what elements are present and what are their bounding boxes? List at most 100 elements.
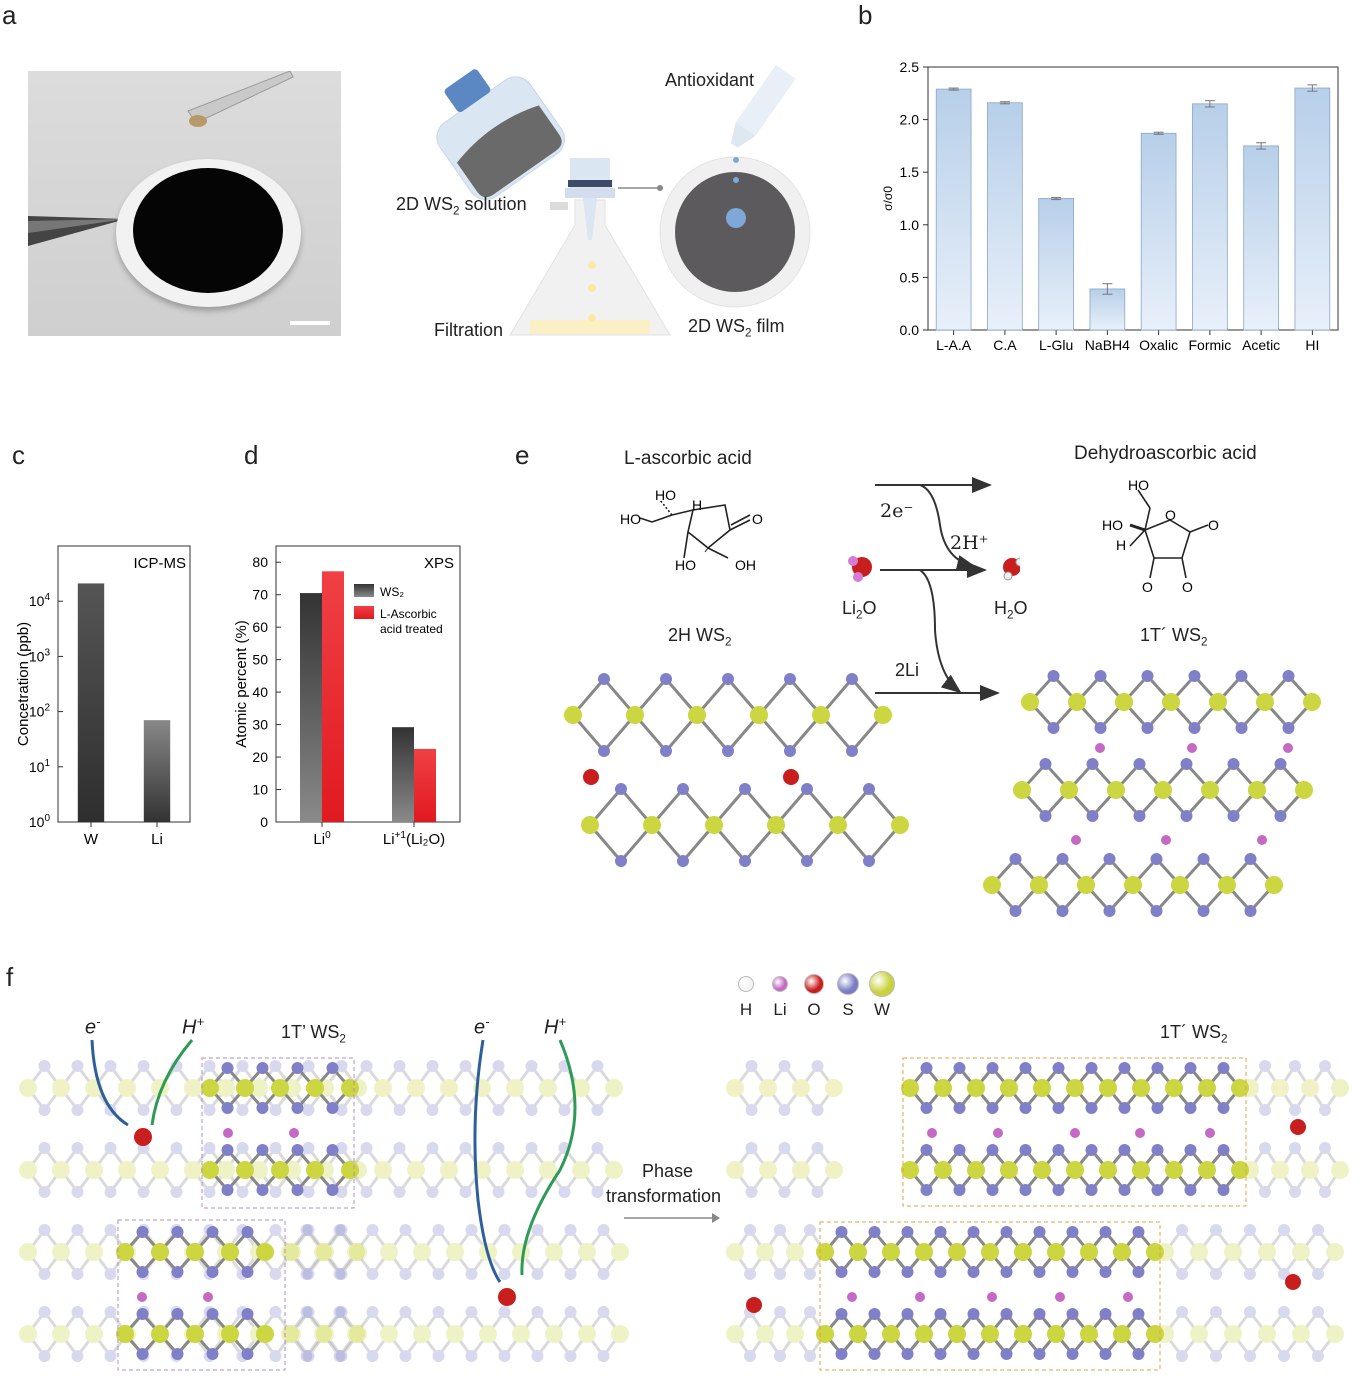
- s-atom: [901, 1266, 914, 1278]
- w-atom: [186, 1243, 204, 1261]
- bond: [766, 1169, 786, 1193]
- s-atom: [333, 1350, 346, 1362]
- bond: [76, 1087, 96, 1111]
- bond: [414, 1169, 434, 1193]
- bond: [1197, 1333, 1218, 1357]
- y-tick-base: 10: [29, 759, 45, 775]
- bond: [1308, 1087, 1327, 1111]
- bond: [158, 1169, 178, 1193]
- s-atom: [71, 1306, 84, 1318]
- bond: [274, 1147, 294, 1171]
- y-tick-exp: 0: [44, 813, 50, 824]
- legend-atom-w: [869, 971, 895, 997]
- bond: [414, 1147, 434, 1171]
- w-atom: [19, 1243, 37, 1261]
- bond: [513, 1169, 533, 1193]
- w-atom: [825, 1079, 843, 1097]
- s-atom: [302, 1104, 315, 1116]
- s-atom: [236, 1186, 249, 1198]
- w-atom: [611, 1325, 629, 1343]
- bond: [76, 1229, 96, 1253]
- chart-title: XPS: [424, 555, 454, 572]
- bond: [241, 1065, 261, 1089]
- ws2-layer: [19, 1060, 367, 1116]
- bond: [26, 1251, 46, 1275]
- bond: [816, 1169, 836, 1193]
- w-atom: [85, 1243, 103, 1261]
- w-atom: [1014, 1243, 1032, 1261]
- s-atom: [136, 1348, 149, 1360]
- bond: [503, 1229, 523, 1253]
- s-atom: [1047, 722, 1060, 734]
- bond: [1180, 1251, 1201, 1275]
- lascorbic-structure: HO H HO O HO OH: [620, 487, 763, 573]
- w-atom: [512, 1325, 530, 1343]
- bond: [323, 1065, 343, 1089]
- bond: [404, 1251, 424, 1275]
- bond: [778, 1311, 797, 1335]
- w-atom: [1060, 781, 1078, 799]
- s-atom: [71, 1268, 84, 1280]
- s-atom: [591, 1142, 604, 1154]
- bond: [447, 1065, 467, 1089]
- bond: [404, 1229, 424, 1253]
- s-atom: [432, 1350, 445, 1362]
- bond: [1282, 1251, 1303, 1275]
- w-atom: [726, 1325, 744, 1343]
- s-atom: [774, 1350, 786, 1362]
- s-atom: [426, 1142, 439, 1154]
- w-atom: [792, 1161, 810, 1179]
- dehydro-structure: HO HO H O O O O: [1102, 477, 1219, 595]
- dmol-ho-top: HO: [1128, 477, 1149, 493]
- legend-atom-li: [772, 976, 788, 992]
- w-atom: [1218, 876, 1236, 894]
- bond: [125, 1065, 145, 1089]
- bond: [519, 1333, 539, 1357]
- li-atom: [993, 1128, 1003, 1138]
- s-atom: [393, 1142, 406, 1154]
- chart-d-xps: 0 10 20 30 40 50 60 70 80 XPS Atomic percent (%) Li…: [233, 545, 461, 848]
- ws2-layer: [816, 1308, 1164, 1360]
- s-atom: [221, 1062, 234, 1074]
- s-atom: [71, 1350, 84, 1362]
- bond: [43, 1251, 63, 1275]
- bar: [1243, 145, 1279, 331]
- bond: [519, 1311, 539, 1335]
- bond: [793, 1229, 812, 1253]
- w-atom: [1224, 1243, 1242, 1261]
- w-atom: [1303, 693, 1321, 711]
- bond: [354, 1229, 374, 1253]
- s-atom: [1289, 1060, 1301, 1072]
- s-atom: [335, 1060, 348, 1072]
- w-atom: [626, 706, 644, 724]
- bond: [530, 1087, 550, 1111]
- bond: [323, 1147, 343, 1171]
- s-atom: [1180, 810, 1193, 822]
- x-tick-label: Li0: [313, 830, 331, 848]
- w-atom: [1190, 1325, 1208, 1343]
- bond: [1282, 1333, 1303, 1357]
- bond: [1299, 1251, 1320, 1275]
- legend-atom-s: [837, 973, 859, 995]
- bond: [480, 1065, 500, 1089]
- s-atom: [744, 1268, 756, 1280]
- bond: [307, 1251, 327, 1275]
- s-atom: [1066, 1308, 1079, 1320]
- s-atom: [1210, 1268, 1222, 1280]
- bond: [766, 1087, 786, 1111]
- f-e-minus-right-text: e: [474, 1016, 486, 1039]
- s-atom: [366, 1268, 379, 1280]
- s-atom: [302, 1142, 315, 1154]
- s-atom: [459, 1060, 472, 1072]
- w-atom: [1077, 876, 1095, 894]
- s-atom: [241, 1226, 254, 1238]
- ws2-1t-text: 1T´ WS: [1140, 625, 1201, 645]
- y-tick-label: 10: [252, 782, 268, 798]
- bond: [92, 1229, 112, 1253]
- w-atom: [341, 1079, 359, 1097]
- bond: [305, 1251, 325, 1275]
- bond: [437, 1251, 457, 1275]
- s-atom: [745, 1060, 758, 1072]
- o-atom: [498, 1288, 516, 1306]
- w-atom: [1162, 693, 1180, 711]
